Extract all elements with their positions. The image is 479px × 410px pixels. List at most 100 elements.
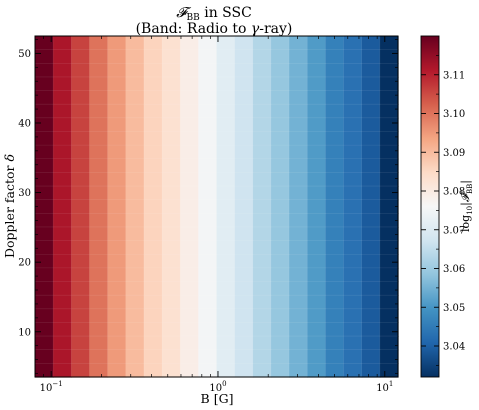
- heatmap-cell: [198, 117, 218, 133]
- heatmap-cell: [270, 363, 290, 378]
- heatmap-cell: [252, 131, 272, 146]
- heatmap-cell: [71, 363, 91, 378]
- heatmap-cell: [35, 199, 54, 214]
- heatmap-cell: [325, 158, 345, 173]
- heatmap-cell: [53, 186, 72, 201]
- plot-frame: [34, 35, 399, 378]
- heatmap-cell: [216, 308, 236, 324]
- heatmap-cell: [180, 199, 199, 214]
- x-tick-label: 100: [209, 380, 226, 394]
- heatmap-cell: [180, 104, 199, 119]
- heatmap-cell: [234, 349, 254, 364]
- heatmap-cell: [89, 49, 109, 64]
- y-tick-label: 30: [18, 188, 31, 199]
- heatmap-cell: [71, 117, 91, 133]
- heatmap-cell: [289, 226, 308, 242]
- heatmap-cell: [234, 281, 254, 296]
- heatmap-cell: [125, 226, 145, 242]
- heatmap-cell: [35, 240, 54, 255]
- heatmap-cell: [343, 90, 363, 105]
- heatmap-cell: [343, 226, 363, 242]
- heatmap-cell: [252, 336, 272, 351]
- heatmap-cell: [270, 63, 290, 78]
- heatmap-cell: [53, 145, 72, 160]
- heatmap-cell: [252, 117, 272, 133]
- heatmap-cell: [89, 131, 109, 146]
- heatmap-cell: [307, 145, 326, 160]
- heatmap-cell: [234, 199, 254, 214]
- heatmap-cell: [379, 172, 399, 187]
- heatmap-cell: [252, 158, 272, 173]
- heatmap-cell: [379, 226, 399, 242]
- heatmap-cell: [53, 295, 72, 310]
- heatmap-cell: [379, 349, 399, 364]
- heatmap-cell: [234, 172, 254, 187]
- colorbar-tick-label: 3.10: [443, 109, 465, 120]
- heatmap-cell: [107, 36, 127, 51]
- heatmap-cell: [234, 308, 254, 324]
- heatmap-cell: [143, 186, 163, 201]
- heatmap-cell: [53, 49, 72, 64]
- heatmap-cell: [270, 226, 290, 242]
- heatmap-cell: [162, 349, 181, 364]
- heatmap-cell: [216, 49, 236, 64]
- heatmap-cell: [343, 336, 363, 351]
- heatmap-cell: [289, 76, 308, 92]
- heatmap-cell: [107, 186, 127, 201]
- heatmap-cell: [379, 308, 399, 324]
- heatmap-cell: [198, 336, 218, 351]
- heatmap-cell: [379, 199, 399, 214]
- heatmap-cell: [289, 336, 308, 351]
- heatmap-cell: [216, 131, 236, 146]
- heatmap-cell: [107, 363, 127, 378]
- heatmap-cell: [289, 131, 308, 146]
- heatmap-cell: [198, 90, 218, 105]
- heatmap-cell: [252, 240, 272, 255]
- heatmap-cell: [234, 76, 254, 92]
- heatmap-cell: [35, 254, 54, 269]
- heatmap-cell: [143, 199, 163, 214]
- heatmap-cell: [361, 49, 381, 64]
- heatmap-cell: [162, 36, 181, 51]
- heatmap-cell: [107, 158, 127, 173]
- heatmap-cell: [252, 295, 272, 310]
- heatmap-cell: [307, 322, 326, 337]
- heatmap-cell: [53, 76, 72, 92]
- heatmap-cell: [325, 172, 345, 187]
- heatmap-cell: [162, 172, 181, 187]
- y-tick-label: 40: [18, 118, 31, 129]
- heatmap-cell: [35, 363, 54, 378]
- heatmap-cell: [252, 36, 272, 51]
- heatmap-cell: [361, 104, 381, 119]
- heatmap-cell: [107, 76, 127, 92]
- heatmap-cell: [216, 104, 236, 119]
- heatmap-cell: [71, 240, 91, 255]
- heatmap-cell: [143, 90, 163, 105]
- heatmap-cell: [343, 117, 363, 133]
- heatmap-cell: [107, 172, 127, 187]
- heatmap-cell: [71, 308, 91, 324]
- heatmap-cell: [180, 363, 199, 378]
- chart-subtitle: (Band: Radio to γ-ray): [136, 21, 293, 37]
- heatmap-cell: [325, 104, 345, 119]
- heatmap-cell: [89, 172, 109, 187]
- heatmap-cell: [307, 363, 326, 378]
- heatmap-cell: [216, 267, 236, 283]
- heatmap-cell: [307, 104, 326, 119]
- heatmap-cell: [125, 186, 145, 201]
- heatmap-cell: [252, 186, 272, 201]
- heatmap-cell: [270, 199, 290, 214]
- heatmap-cell: [270, 186, 290, 201]
- heatmap-cell: [198, 49, 218, 64]
- heatmap-cell: [143, 104, 163, 119]
- heatmap-cell: [125, 63, 145, 78]
- heatmap-cell: [289, 349, 308, 364]
- heatmap-cell: [162, 63, 181, 78]
- heatmap-cell: [125, 281, 145, 296]
- heatmap-cell: [343, 363, 363, 378]
- heatmap-cell: [270, 322, 290, 337]
- heatmap-cell: [198, 295, 218, 310]
- heatmap-cell: [289, 172, 308, 187]
- heatmap-cell: [216, 117, 236, 133]
